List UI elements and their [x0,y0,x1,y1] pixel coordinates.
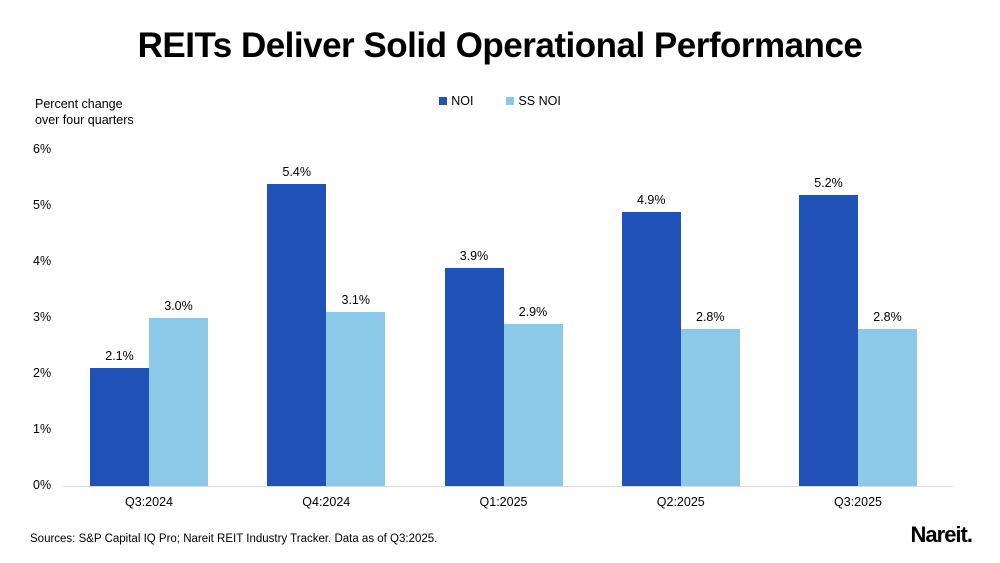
y-tick-3: 3% [33,310,52,324]
nareit-logo: Nareit. [910,522,974,548]
value-label-noi-q1-2025: 3.9% [459,249,489,263]
legend-item-noi: NOI [439,94,473,108]
x-label-q3-2025: Q3:2025 [834,495,882,509]
y-tick-2: 2% [33,366,52,380]
ss-noi-swatch-icon [506,97,515,105]
bar-ss-noi-q3-2025 [858,329,917,486]
legend-label-ss-noi: SS NOI [518,94,561,108]
x-label-q4-2024: Q4:2024 [302,495,351,509]
bar-noi-q3-2024 [90,368,149,486]
x-label-q3-2024: Q3:2024 [125,495,173,509]
y-axis-note-line2: over four quarters [35,113,134,128]
value-label-ss-noi-q4-2024: 3.1% [341,293,371,307]
bar-noi-q4-2024 [267,184,327,486]
y-axis-note: Percent change over four quarters [35,96,134,129]
bar-ss-noi-q4-2024 [326,312,386,486]
value-label-noi-q3-2025: 5.2% [814,176,843,190]
bar-ss-noi-q2-2025 [680,329,740,486]
bar-ss-noi-q3-2024 [149,318,208,486]
value-label-noi-q2-2025: 4.9% [637,193,666,207]
noi-swatch-icon [439,97,448,105]
value-label-noi-q3-2024: 2.1% [105,349,134,363]
sources-note: Sources: S&P Capital IQ Pro; Nareit REIT… [30,533,438,545]
value-label-ss-noi-q1-2025: 2.9% [518,305,548,319]
value-label-ss-noi-q3-2025: 2.8% [873,310,902,324]
y-axis-note-line1: Percent change [35,97,123,111]
bar-noi-q1-2025 [444,268,504,486]
y-tick-0: 0% [33,478,52,492]
x-label-q1-2025: Q1:2025 [479,495,528,509]
bar-ss-noi-q1-2025 [503,324,563,486]
chart-legend: NOI SS NOI [0,94,1000,108]
bar-noi-q3-2025 [799,195,858,486]
chart-title: REITs Deliver Solid Operational Performa… [137,26,863,65]
y-tick-5: 5% [33,198,52,212]
y-tick-6: 6% [33,142,52,156]
x-label-q2-2025: Q2:2025 [656,495,705,509]
legend-label-noi: NOI [451,94,474,108]
legend-item-ss-noi: SS NOI [506,94,561,108]
value-label-ss-noi-q3-2024: 3.0% [164,299,193,313]
nareit-logo-dot: . [966,522,973,547]
x-axis-line [63,486,953,487]
nareit-logo-text: Nareit [910,522,968,547]
value-label-noi-q4-2024: 5.4% [282,165,312,179]
y-tick-4: 4% [33,254,52,268]
y-tick-1: 1% [33,422,52,436]
bar-noi-q2-2025 [621,212,681,486]
value-label-ss-noi-q2-2025: 2.8% [696,310,725,324]
